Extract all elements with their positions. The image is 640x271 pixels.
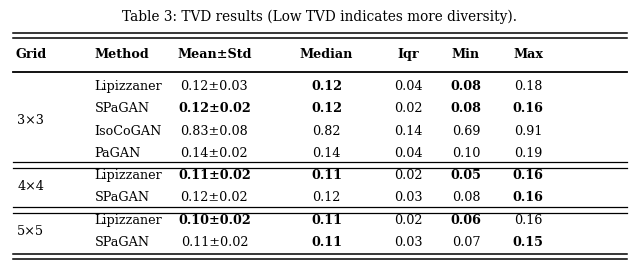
Text: SPaGAN: SPaGAN xyxy=(95,191,150,204)
Text: 0.07: 0.07 xyxy=(452,236,480,249)
Text: 0.04: 0.04 xyxy=(394,147,422,160)
Text: 0.03: 0.03 xyxy=(394,236,422,249)
Text: Min: Min xyxy=(452,48,480,61)
Text: 0.02: 0.02 xyxy=(394,214,422,227)
Text: Mean±Std: Mean±Std xyxy=(177,48,252,61)
Text: 0.82: 0.82 xyxy=(312,125,340,138)
Text: Median: Median xyxy=(300,48,353,61)
Text: 0.15: 0.15 xyxy=(513,236,543,249)
Text: Method: Method xyxy=(95,48,150,61)
Text: Grid: Grid xyxy=(15,48,46,61)
Text: 0.11±0.02: 0.11±0.02 xyxy=(180,236,248,249)
Text: 0.14: 0.14 xyxy=(394,125,422,138)
Text: 0.04: 0.04 xyxy=(394,80,422,93)
Text: 0.11: 0.11 xyxy=(311,214,342,227)
Text: PaGAN: PaGAN xyxy=(95,147,141,160)
Text: 0.05: 0.05 xyxy=(451,169,481,182)
Text: 0.91: 0.91 xyxy=(514,125,542,138)
Text: 0.10±0.02: 0.10±0.02 xyxy=(178,214,251,227)
Text: 0.14: 0.14 xyxy=(312,147,340,160)
Text: 0.11: 0.11 xyxy=(311,236,342,249)
Text: 0.12: 0.12 xyxy=(311,102,342,115)
Text: Iqr: Iqr xyxy=(397,48,419,61)
Text: 0.14±0.02: 0.14±0.02 xyxy=(180,147,248,160)
Text: 0.19: 0.19 xyxy=(514,147,542,160)
Text: 0.06: 0.06 xyxy=(451,214,481,227)
Text: 0.08: 0.08 xyxy=(452,191,480,204)
Text: 5×5: 5×5 xyxy=(17,225,44,238)
Text: 0.11±0.02: 0.11±0.02 xyxy=(178,169,251,182)
Text: 0.02: 0.02 xyxy=(394,169,422,182)
Text: 0.10: 0.10 xyxy=(452,147,480,160)
Text: 0.02: 0.02 xyxy=(394,102,422,115)
Text: 0.08: 0.08 xyxy=(451,80,481,93)
Text: 3×3: 3×3 xyxy=(17,114,44,127)
Text: SPaGAN: SPaGAN xyxy=(95,236,150,249)
Text: 0.69: 0.69 xyxy=(452,125,480,138)
Text: Lipizzaner: Lipizzaner xyxy=(95,80,163,93)
Text: Lipizzaner: Lipizzaner xyxy=(95,214,163,227)
Text: 0.16: 0.16 xyxy=(513,191,543,204)
Text: 0.12±0.02: 0.12±0.02 xyxy=(178,102,251,115)
Text: Lipizzaner: Lipizzaner xyxy=(95,169,163,182)
Text: IsoCoGAN: IsoCoGAN xyxy=(95,125,162,138)
Text: 0.12±0.03: 0.12±0.03 xyxy=(180,80,248,93)
Text: 4×4: 4×4 xyxy=(17,180,44,193)
Text: 0.12: 0.12 xyxy=(311,80,342,93)
Text: 0.16: 0.16 xyxy=(513,102,543,115)
Text: Table 3: TVD results (Low TVD indicates more diversity).: Table 3: TVD results (Low TVD indicates … xyxy=(122,9,518,24)
Text: 0.18: 0.18 xyxy=(514,80,542,93)
Text: 0.11: 0.11 xyxy=(311,169,342,182)
Text: 0.08: 0.08 xyxy=(451,102,481,115)
Text: 0.16: 0.16 xyxy=(514,214,542,227)
Text: 0.12: 0.12 xyxy=(312,191,340,204)
Text: Max: Max xyxy=(513,48,543,61)
Text: 0.16: 0.16 xyxy=(513,169,543,182)
Text: SPaGAN: SPaGAN xyxy=(95,102,150,115)
Text: 0.83±0.08: 0.83±0.08 xyxy=(180,125,248,138)
Text: 0.12±0.02: 0.12±0.02 xyxy=(180,191,248,204)
Text: 0.03: 0.03 xyxy=(394,191,422,204)
